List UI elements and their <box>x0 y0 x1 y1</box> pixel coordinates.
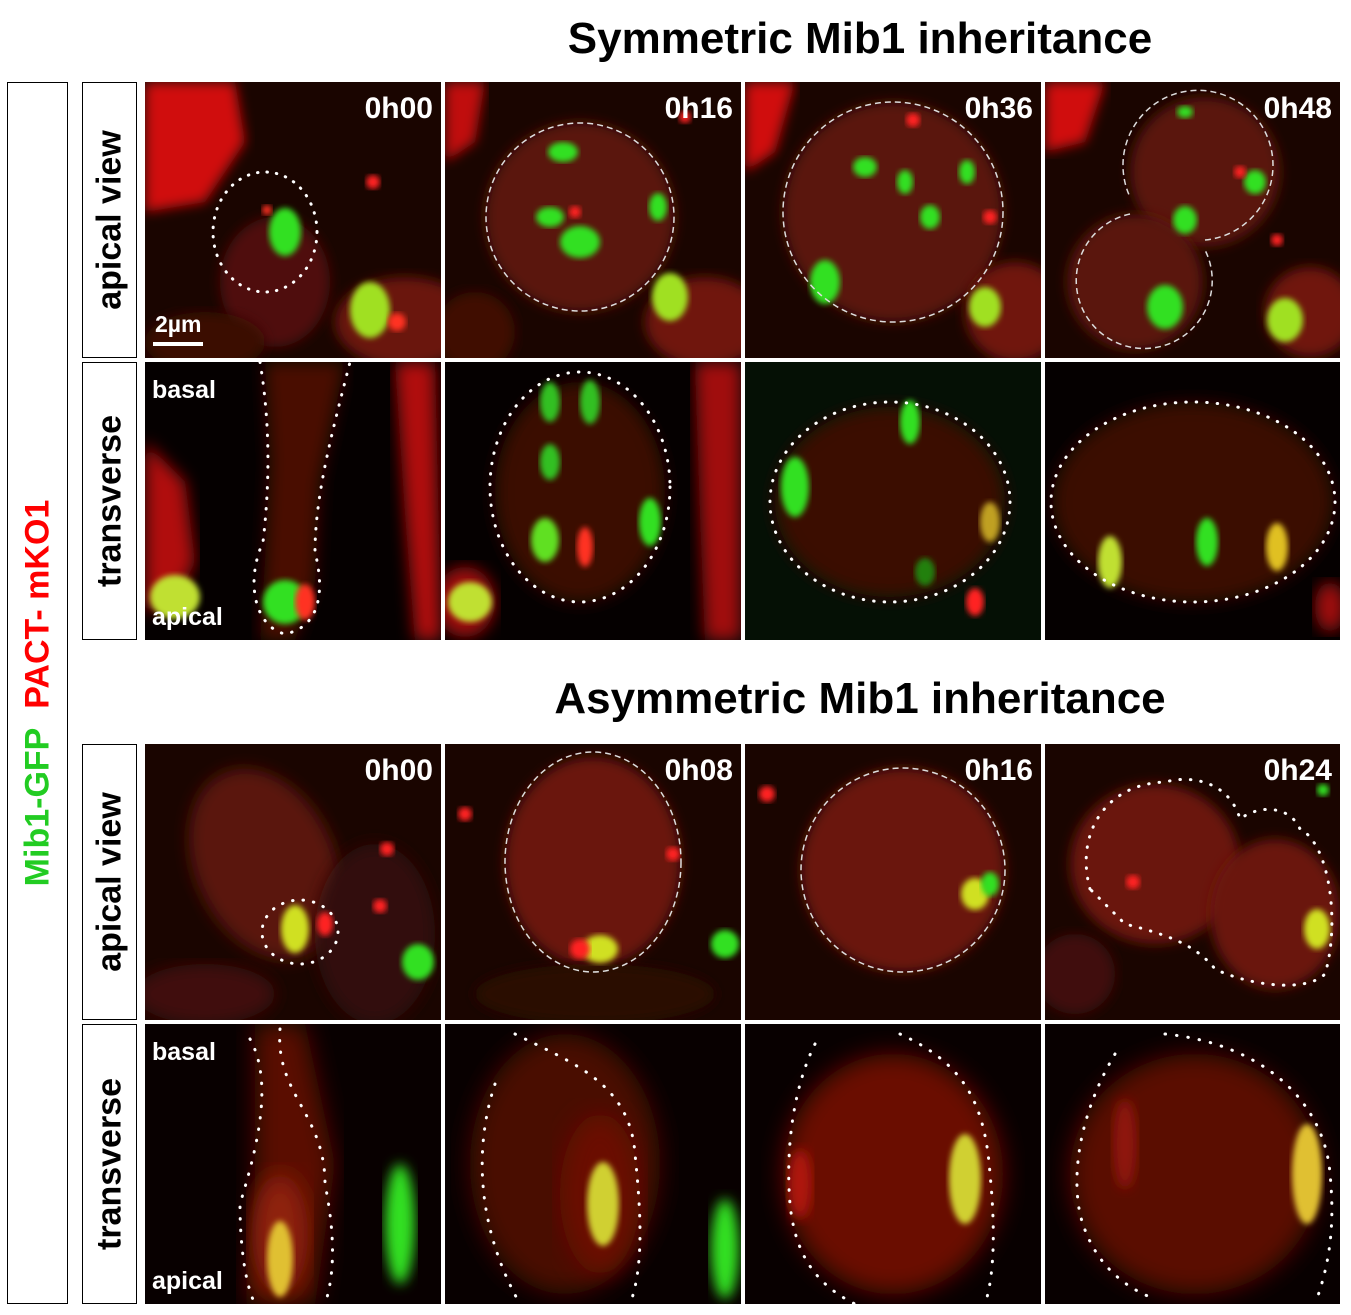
row-label-box-sym-apical: apical view <box>82 82 137 358</box>
row-label-box-sym-transverse: transverse <box>82 362 137 640</box>
transverse-top-word-sym: basal <box>152 376 216 404</box>
channel-legend: Mib1-GFP PACT- mKO1 <box>19 500 58 887</box>
micrograph-asym-transverse-1: basal apical <box>145 1024 441 1304</box>
timestamp-sym-apical-4: 0h48 <box>1263 92 1332 125</box>
scale-bar <box>153 342 203 346</box>
micrograph-asym-apical-1: 0h00 <box>145 744 441 1020</box>
section-title-asymmetric: Asymmetric Mib1 inheritance <box>554 674 1166 723</box>
micrograph-sym-apical-3: 0h36 <box>745 82 1041 358</box>
timestamp-asym-apical-3: 0h16 <box>964 754 1033 787</box>
transverse-top-word-asym: basal <box>152 1038 216 1066</box>
timestamp-asym-apical-4: 0h24 <box>1263 754 1332 787</box>
green-channel-label: Mib1-GFP <box>18 727 57 887</box>
row-label-sym-apical: apical view <box>90 130 129 310</box>
transverse-bottom-word-sym: apical <box>152 603 223 631</box>
timestamp-asym-apical-2: 0h08 <box>664 754 733 787</box>
micrograph-sym-apical-2: 0h16 <box>445 82 741 358</box>
channel-legend-box <box>7 82 68 1304</box>
row-label-sym-transverse: transverse <box>90 414 129 588</box>
row-label-asym-apical: apical view <box>90 792 129 972</box>
micrograph-asym-apical-2: 0h08 <box>445 744 741 1020</box>
micrograph-sym-apical-1: 0h00 2µm <box>145 82 441 358</box>
timestamp-sym-apical-1: 0h00 <box>364 92 433 125</box>
micrograph-asym-apical-3: 0h16 <box>745 744 1041 1020</box>
red-channel-label: PACT- mKO1 <box>18 499 57 709</box>
micrograph-asym-transverse-2 <box>445 1024 741 1304</box>
transverse-bottom-word-asym: apical <box>152 1267 223 1295</box>
micrograph-asym-transverse-4 <box>1045 1024 1340 1304</box>
timestamp-sym-apical-3: 0h36 <box>964 92 1033 125</box>
micrograph-sym-transverse-3 <box>745 362 1041 640</box>
micrograph-sym-transverse-2 <box>445 362 741 640</box>
micrograph-sym-transverse-4 <box>1045 362 1340 640</box>
micrograph-asym-apical-4: 0h24 <box>1045 744 1340 1020</box>
micrograph-sym-transverse-1: basal apical <box>145 362 441 640</box>
micrograph-asym-transverse-3 <box>745 1024 1041 1304</box>
micrograph-sym-apical-4: 0h48 <box>1045 82 1340 358</box>
section-title-symmetric: Symmetric Mib1 inheritance <box>567 14 1153 63</box>
row-label-box-asym-transverse: transverse <box>82 1024 137 1304</box>
timestamp-asym-apical-1: 0h00 <box>364 754 433 787</box>
scale-bar-label: 2µm <box>155 311 202 337</box>
row-label-asym-transverse: transverse <box>90 1077 129 1251</box>
row-label-box-asym-apical: apical view <box>82 744 137 1020</box>
timestamp-sym-apical-2: 0h16 <box>664 92 733 125</box>
